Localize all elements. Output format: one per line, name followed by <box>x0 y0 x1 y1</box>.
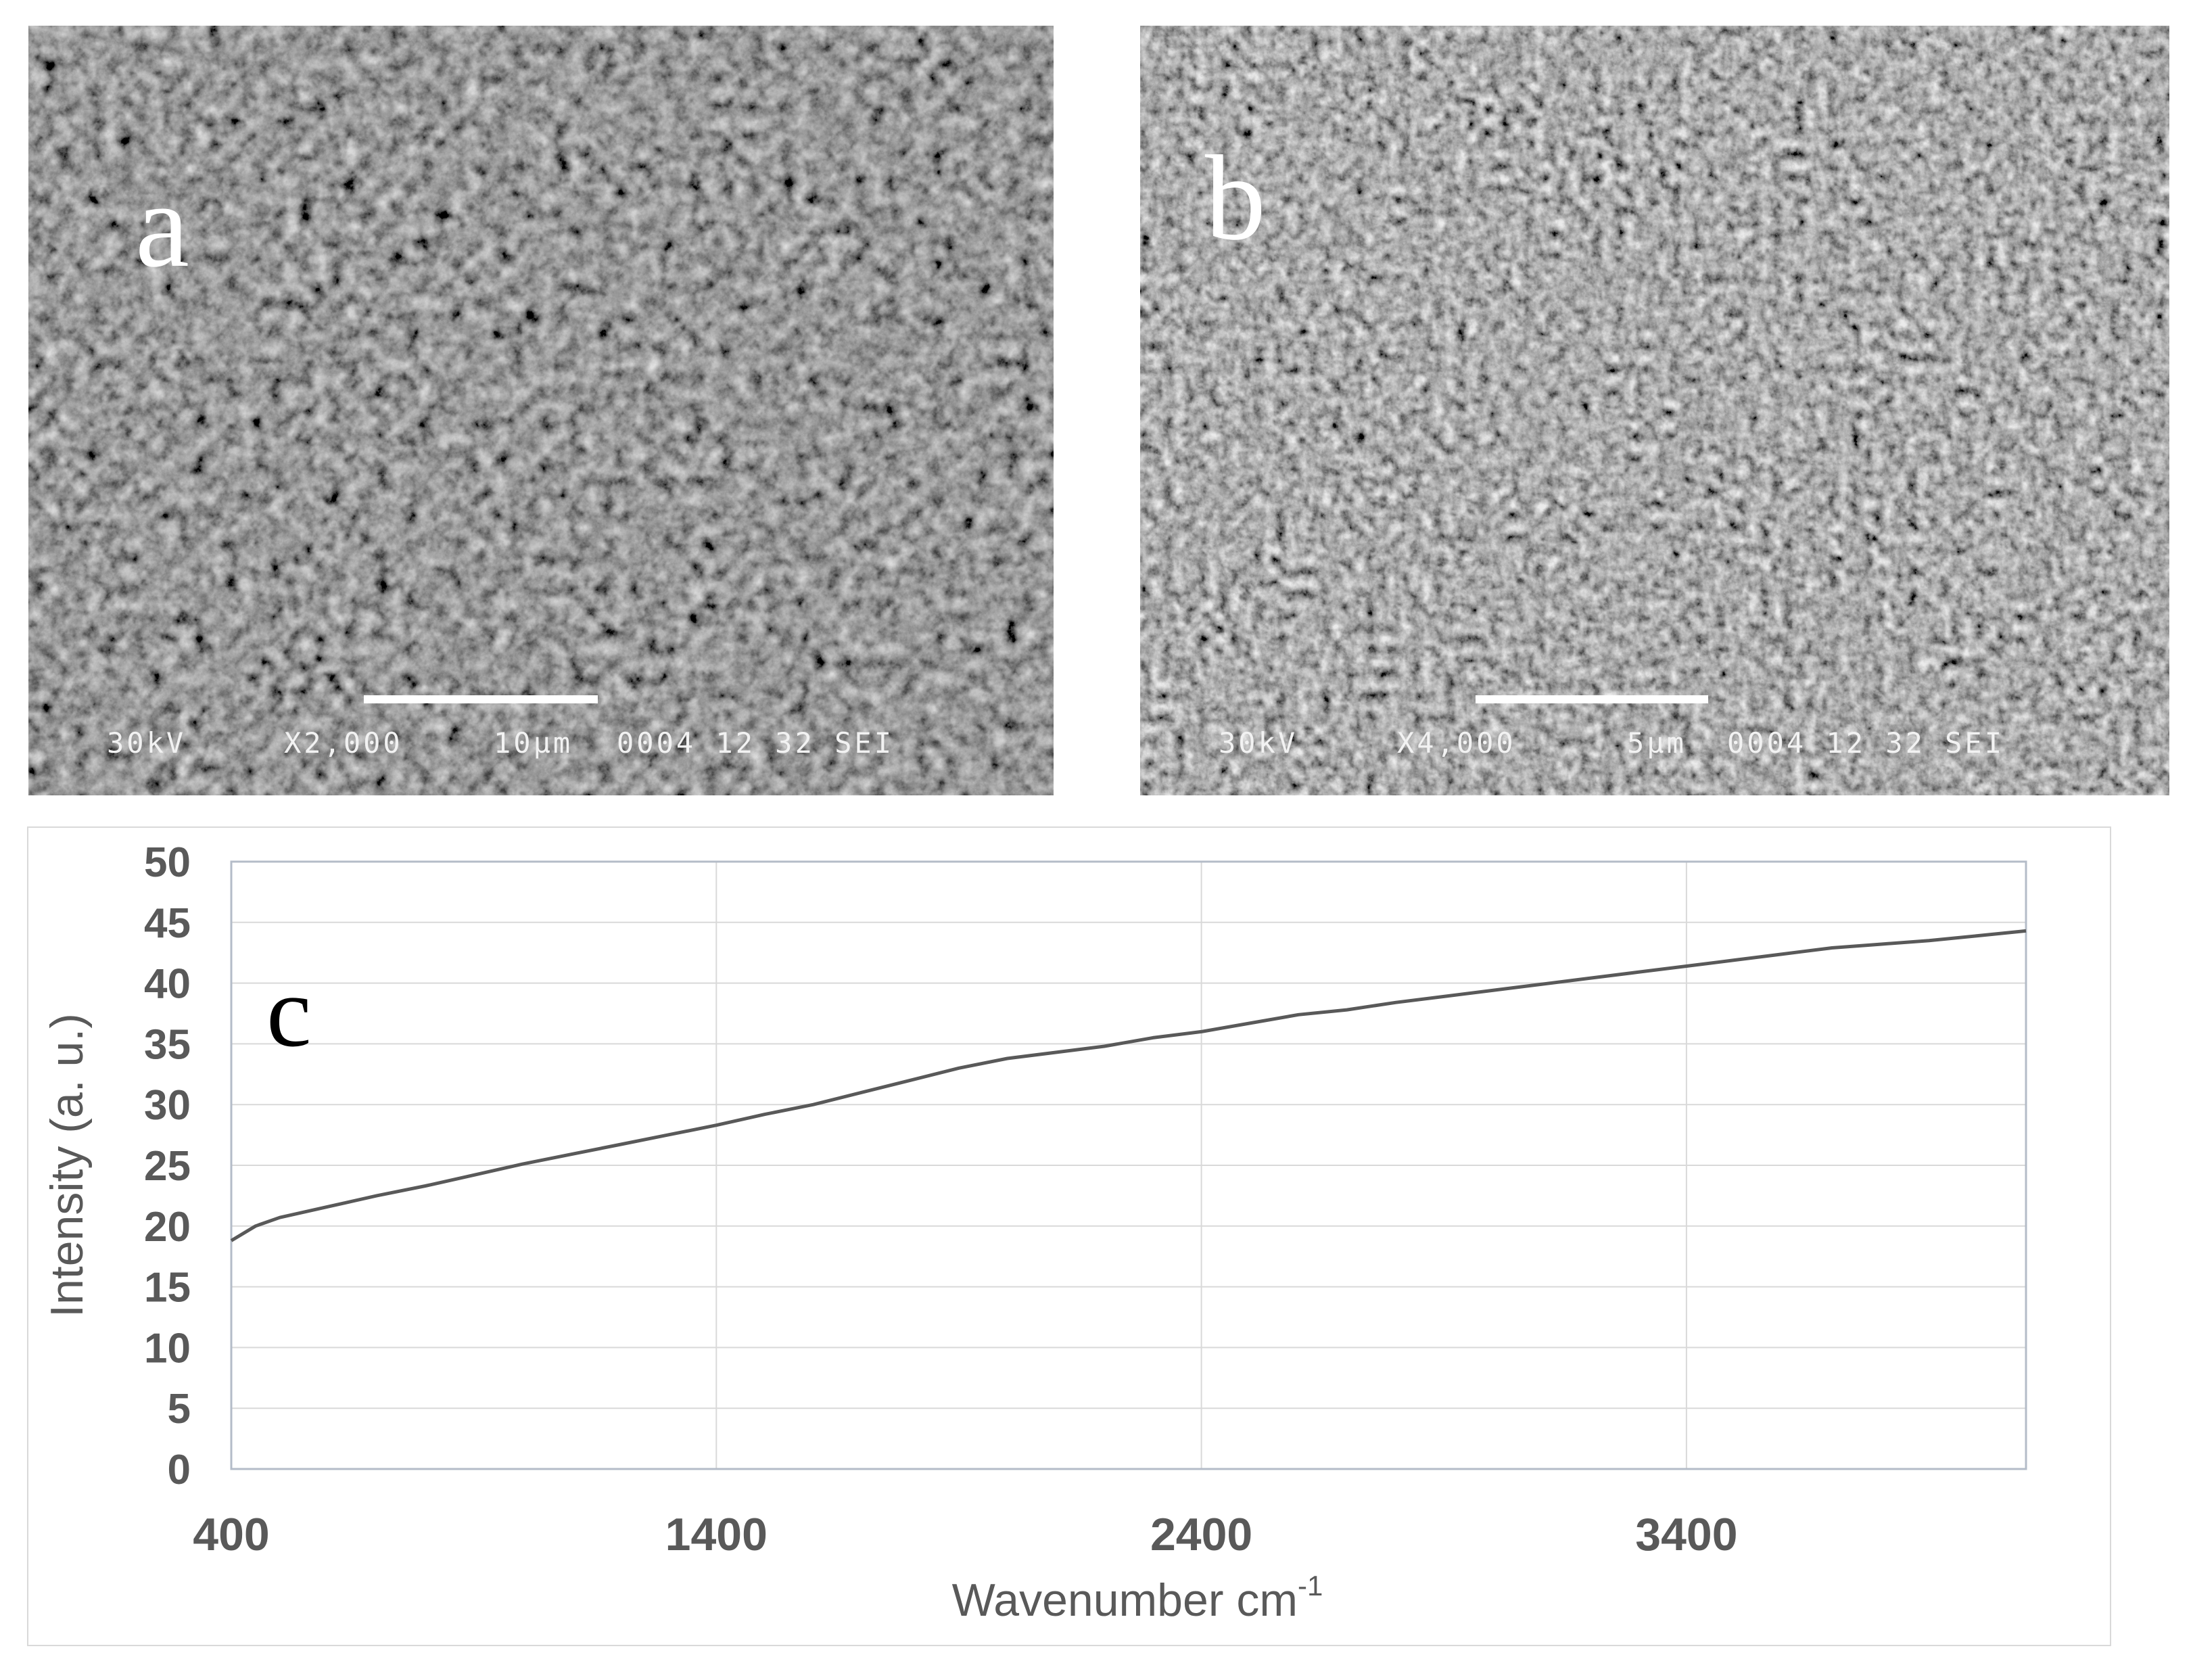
sem-magnification-a: X2,000 <box>284 726 403 760</box>
y-tick-label: 25 <box>144 1143 191 1190</box>
sem-code-a: 0004 12 32 SEI <box>617 726 895 760</box>
y-axis-ticks: 0 5 10 15 20 25 30 35 40 45 50 <box>144 839 191 1493</box>
spectrum-chart-frame: 0 5 10 15 20 25 30 35 40 45 50 400 1400 2400 3400 c I… <box>27 826 2111 1646</box>
sem-voltage-b: 30kV <box>1219 726 1298 760</box>
sem-magnification-b: X4,000 <box>1397 726 1516 760</box>
panel-label-b: b <box>1205 131 1266 265</box>
y-tick-label: 10 <box>144 1325 191 1372</box>
x-tick-label: 2400 <box>1150 1509 1252 1560</box>
spectrum-chart: 0 5 10 15 20 25 30 35 40 45 50 400 1400 2400 3400 c I… <box>41 839 2027 1626</box>
y-tick-label: 50 <box>144 839 191 886</box>
y-axis-title: Intensity (a. u.) <box>41 1013 93 1317</box>
sem-scale-label-a: 10µm <box>494 726 573 760</box>
x-tick-label: 400 <box>193 1509 269 1560</box>
plot-area-border <box>230 860 2027 1470</box>
x-tick-label: 1400 <box>665 1509 768 1560</box>
sem-image-a: a 30kV X2,000 10µm 0004 12 32 SEI <box>28 26 1054 795</box>
sem-image-b: b 30kV X4,000 5µm 0004 12 32 SEI <box>1140 26 2169 795</box>
sem-code-b: 0004 12 32 SEI <box>1727 726 2005 760</box>
chart-grid <box>231 861 2026 1470</box>
y-tick-label: 0 <box>168 1447 191 1493</box>
y-tick-label: 40 <box>144 961 191 1008</box>
sem-texture-a <box>28 26 1054 795</box>
y-tick-label: 15 <box>144 1265 191 1311</box>
x-axis-title-text: Wavenumber cm <box>952 1574 1298 1626</box>
sem-voltage-a: 30kV <box>107 726 187 760</box>
scale-bar-a <box>364 695 598 703</box>
x-axis-title-superscript: -1 <box>1298 1570 1323 1602</box>
x-axis-ticks: 400 1400 2400 3400 <box>193 1509 1737 1560</box>
panel-label-c: c <box>266 956 312 1068</box>
sem-scale-label-b: 5µm <box>1627 726 1687 760</box>
y-tick-label: 35 <box>144 1021 191 1068</box>
scale-bar-b <box>1476 695 1708 703</box>
y-tick-label: 30 <box>144 1082 191 1129</box>
x-tick-label: 3400 <box>1635 1509 1737 1560</box>
y-tick-label: 5 <box>168 1386 191 1432</box>
sem-texture-b <box>1140 26 2169 795</box>
y-tick-label: 45 <box>144 900 191 947</box>
spectrum-line <box>230 929 2027 1242</box>
y-tick-label: 20 <box>144 1204 191 1251</box>
panel-label-a: a <box>135 158 189 292</box>
x-axis-title: Wavenumber cm-1 <box>952 1570 1323 1626</box>
